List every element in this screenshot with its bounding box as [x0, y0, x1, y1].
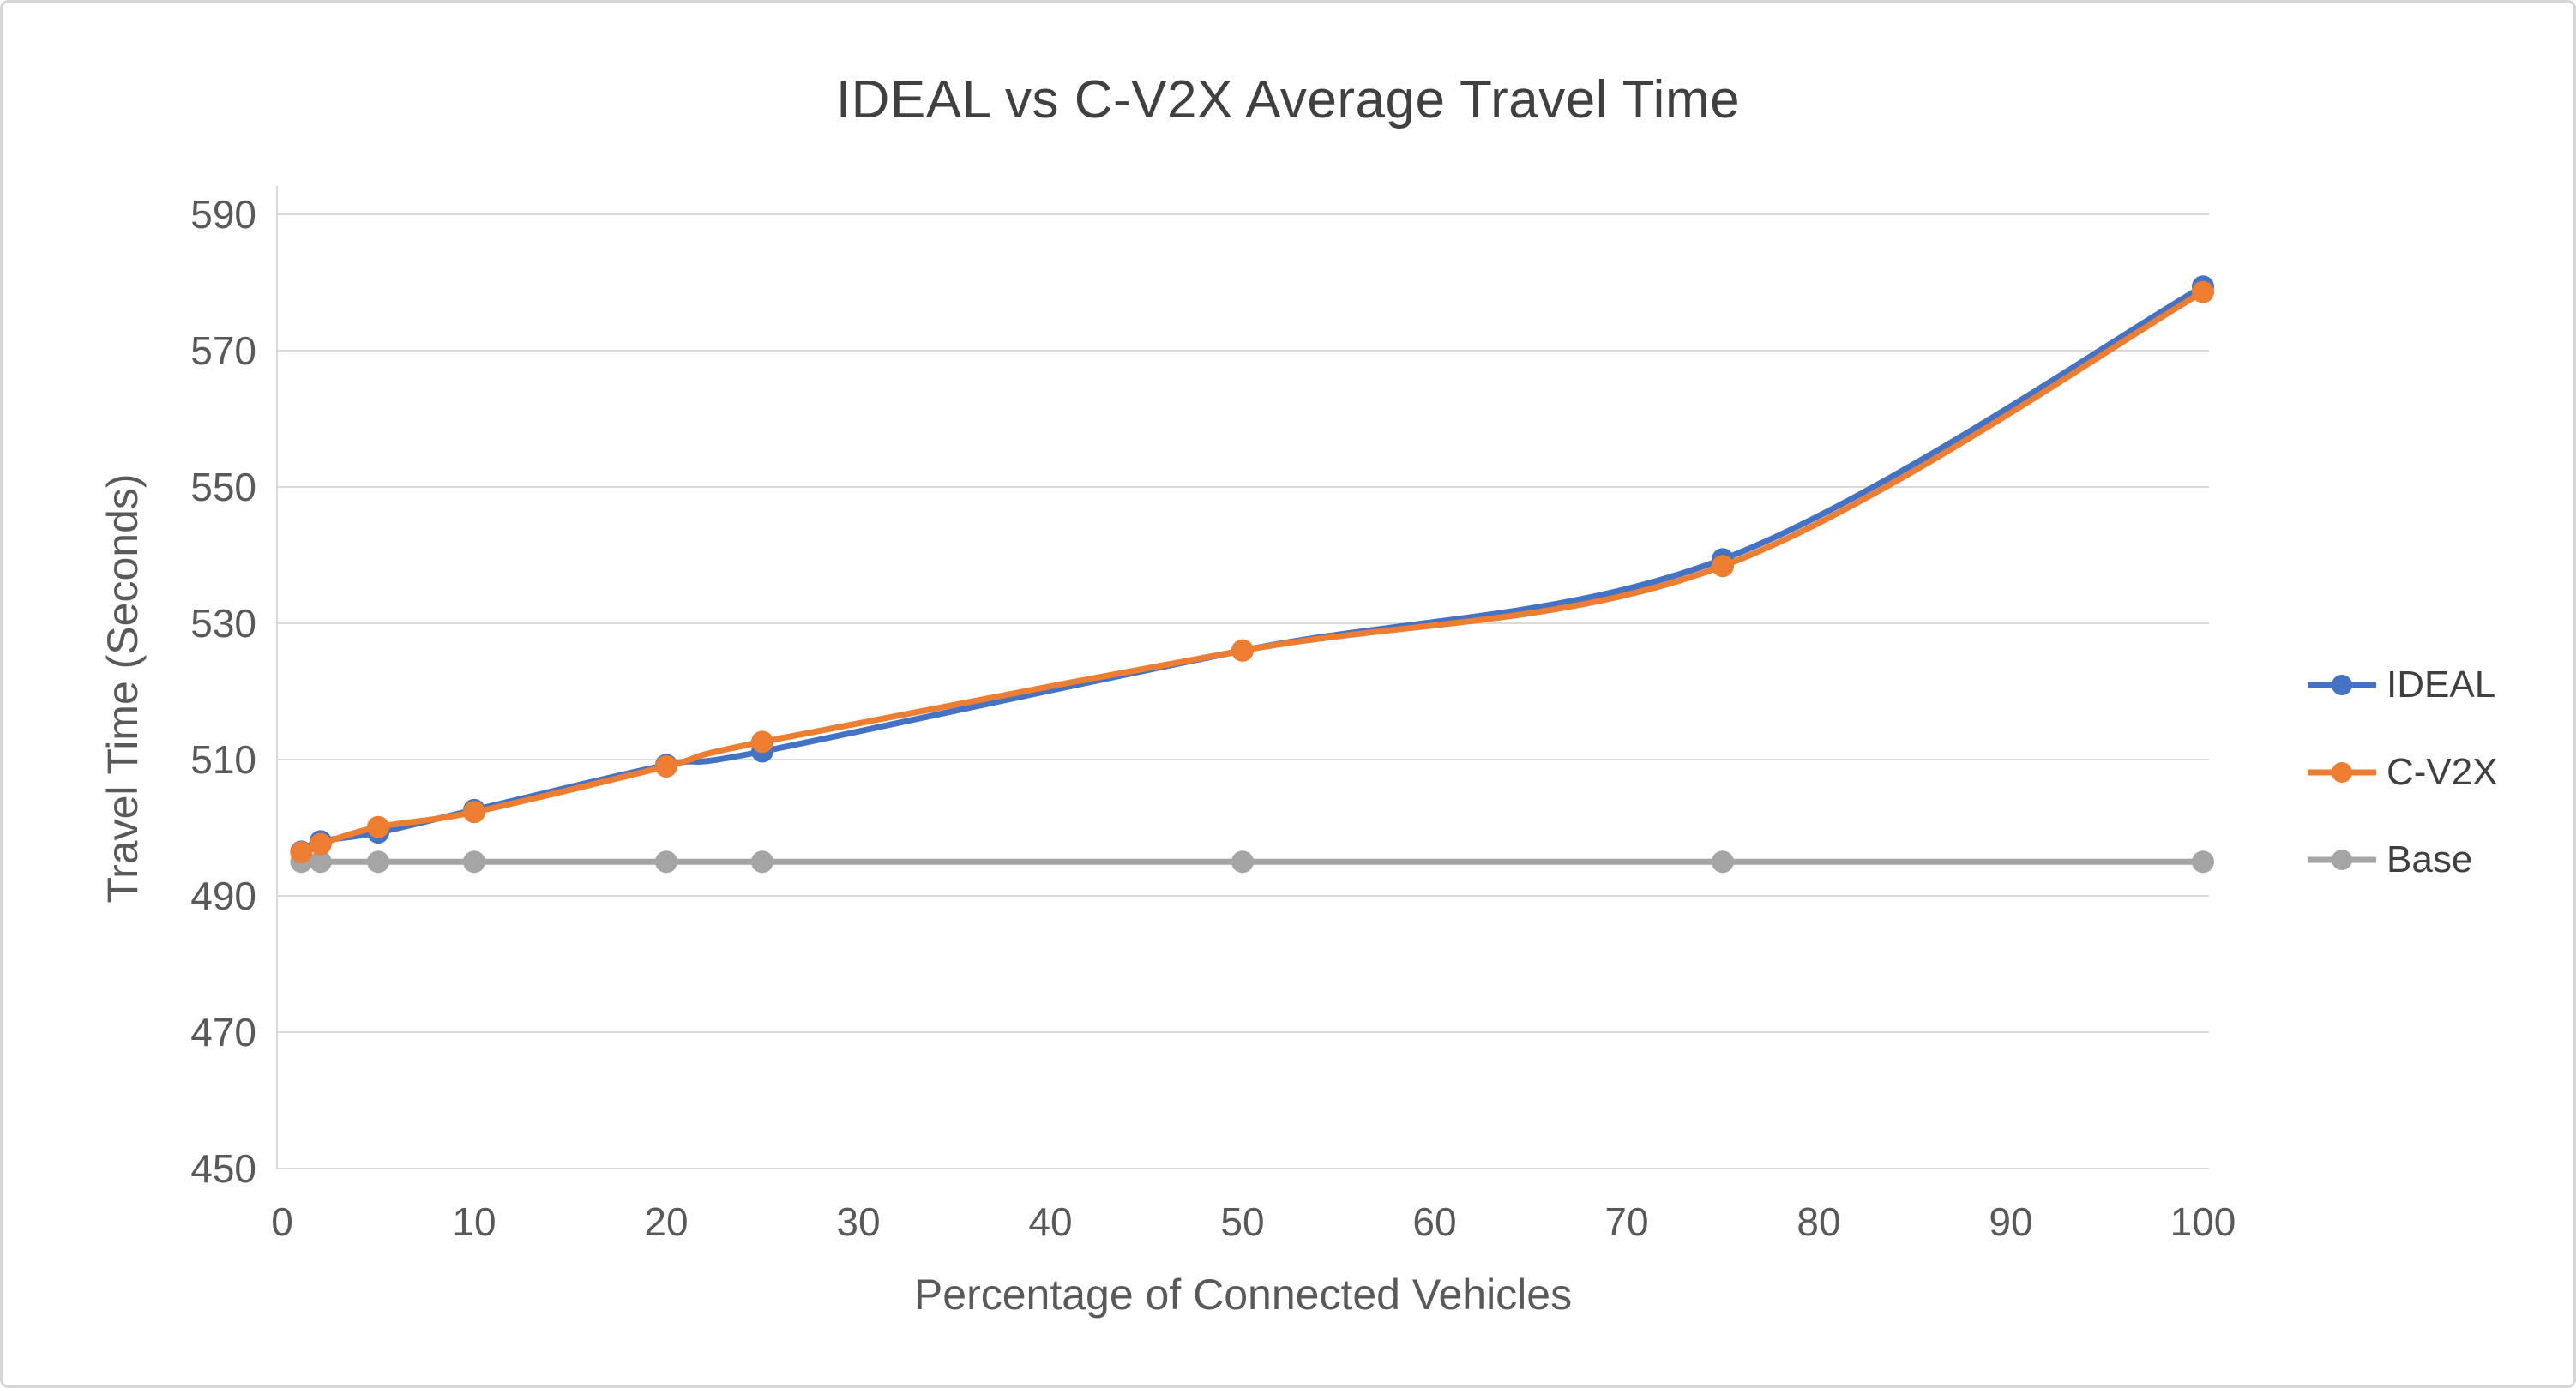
x-tick-label: 60	[1412, 1199, 1456, 1244]
plot-area: 450 470 490 510 530 550 570 590 0 10 20 30 40 50 60 70 8…	[190, 186, 2236, 1244]
data-point-base	[1712, 850, 1734, 874]
x-tick-label: 50	[1220, 1199, 1264, 1244]
legend-item-ideal: IDEAL	[2308, 663, 2498, 707]
x-tick-label: 30	[836, 1199, 880, 1244]
x-tick-label: 70	[1604, 1199, 1648, 1244]
data-point-c-v2x	[655, 754, 677, 778]
data-point-base	[309, 850, 332, 874]
x-tick-label: 20	[644, 1199, 688, 1244]
legend-marker-icon	[2308, 850, 2376, 870]
x-tick-label: 0	[271, 1199, 293, 1244]
y-tick-label: 570	[190, 328, 256, 373]
data-point-base	[1231, 850, 1254, 874]
legend-label: IDEAL	[2386, 664, 2496, 706]
data-point-base	[751, 850, 773, 874]
data-point-base	[655, 850, 677, 874]
series-line-ideal	[298, 283, 2206, 855]
data-point-c-v2x	[290, 841, 313, 864]
y-tick-label: 530	[190, 601, 256, 646]
y-tick-label: 590	[190, 192, 256, 237]
data-point-base	[367, 850, 389, 874]
legend: IDEAL C-V2X Base	[2308, 663, 2498, 882]
legend-label: C-V2X	[2386, 751, 2498, 793]
legend-marker-icon	[2308, 762, 2376, 783]
x-axis-title: Percentage of Connected Vehicles	[913, 1271, 1573, 1319]
chart-title: IDEAL vs C-V2X Average Travel Time	[835, 70, 1741, 129]
legend-item-base: Base	[2308, 838, 2498, 882]
x-tick-label: 100	[2170, 1199, 2236, 1244]
data-point-base	[463, 850, 485, 874]
data-point-c-v2x	[309, 832, 332, 856]
x-tick-label: 40	[1028, 1199, 1072, 1244]
legend-label: Base	[2386, 838, 2473, 880]
y-tick-label: 510	[190, 737, 256, 782]
data-point-c-v2x	[751, 730, 773, 754]
legend-marker-icon	[2308, 675, 2376, 695]
x-tick-label: 10	[452, 1199, 496, 1244]
x-tick-label: 80	[1797, 1199, 1840, 1244]
y-tick-label: 550	[190, 465, 256, 509]
data-point-base	[2192, 850, 2214, 874]
y-tick-label: 450	[190, 1146, 256, 1191]
legend-item-c-v2x: C-V2X	[2308, 750, 2498, 795]
series-line-c-v2x	[298, 289, 2206, 856]
data-point-c-v2x	[2192, 280, 2214, 303]
y-tick-label: 490	[190, 874, 256, 918]
data-point-c-v2x	[367, 815, 389, 838]
y-tick-label: 470	[190, 1010, 256, 1055]
x-tick-label: 90	[1989, 1199, 2032, 1244]
data-point-c-v2x	[1231, 639, 1254, 662]
data-point-c-v2x	[1712, 555, 1734, 578]
data-point-c-v2x	[463, 801, 485, 824]
